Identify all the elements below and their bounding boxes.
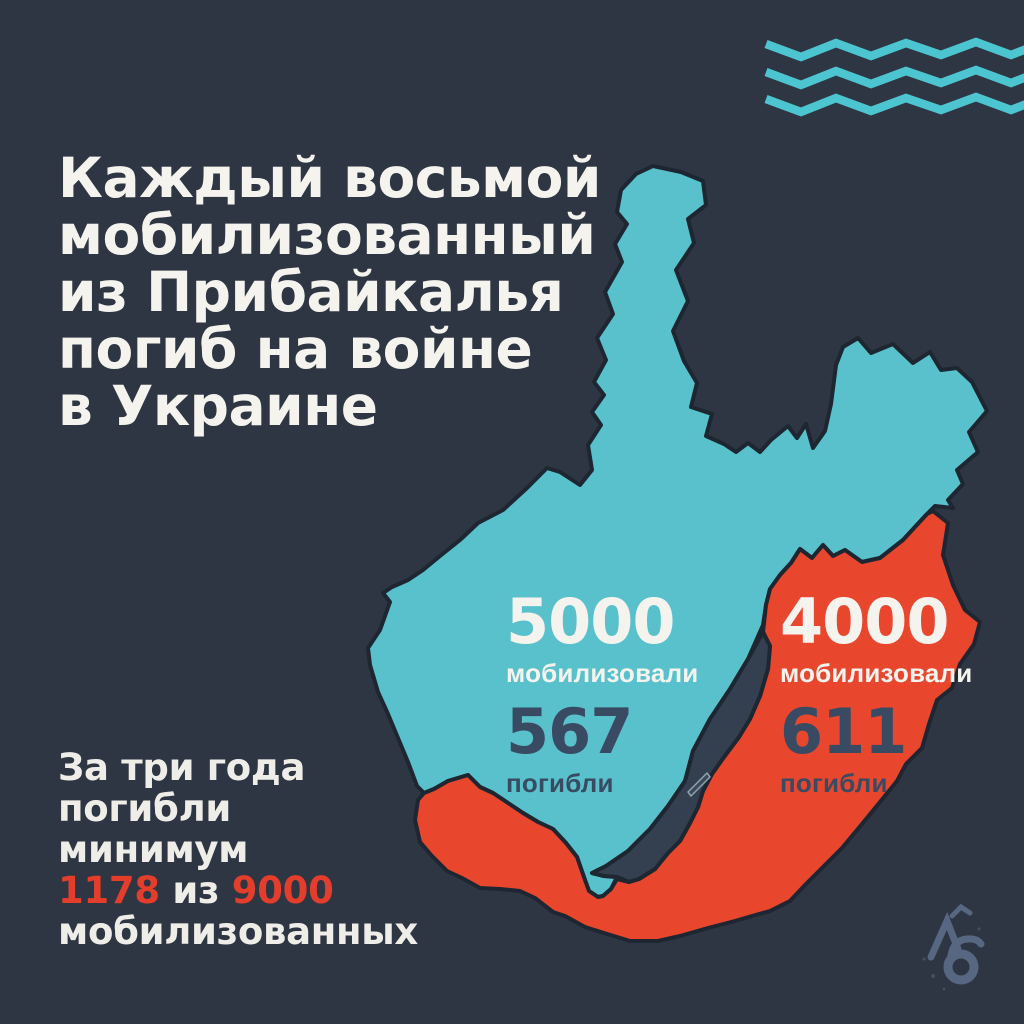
- connector-word: из: [172, 869, 220, 912]
- irkutsk-died-label: погибли: [506, 768, 614, 798]
- stats-buryatia: 4000 мобилизовали 611 погибли: [780, 585, 973, 799]
- headline-title: Каждый восьмой мобилизованный из Прибайк…: [58, 146, 601, 438]
- logo-lyudi-baikala: [922, 903, 985, 991]
- buryatia-died-label: погибли: [780, 768, 888, 798]
- wave-line-2: [764, 65, 1024, 90]
- buryatia-mobilized-label: мобилизовали: [780, 658, 973, 688]
- logo-letter-l: [927, 911, 962, 961]
- stats-irkutsk-oblast: 5000 мобилизовали 567 погибли: [506, 585, 699, 799]
- died-total-number: 1178: [58, 869, 160, 912]
- logo-letter-b-tail: [947, 935, 985, 959]
- buryatia-mobilized-value: 4000: [780, 585, 950, 658]
- map-pribaikalye: [366, 164, 989, 943]
- logo-speckles: [922, 927, 981, 991]
- summary-note-numbers-line: 1178 из 9000: [58, 870, 418, 911]
- summary-note: За три года погибли минимум 1178 из 9000…: [58, 747, 418, 952]
- summary-note-closing: мобилизованных: [58, 910, 419, 953]
- waves-decoration: [764, 37, 1024, 117]
- wave-line-3: [764, 92, 1024, 117]
- lake-baikal: [590, 630, 772, 884]
- buryatia-died-value: 611: [780, 695, 907, 768]
- summary-note-intro: За три года погибли минимум: [58, 746, 306, 871]
- irkutsk-died-value: 567: [506, 695, 633, 768]
- mobilized-total-number: 9000: [231, 869, 334, 912]
- map-region-buryatia: [413, 509, 982, 943]
- wave-line-1: [764, 37, 1024, 62]
- irkutsk-mobilized-value: 5000: [506, 585, 676, 658]
- olkhon-island: [687, 772, 711, 797]
- logo-letter-b-bowl: [943, 949, 979, 985]
- irkutsk-mobilized-label: мобилизовали: [506, 658, 699, 688]
- logo-accent-tick: [949, 903, 973, 919]
